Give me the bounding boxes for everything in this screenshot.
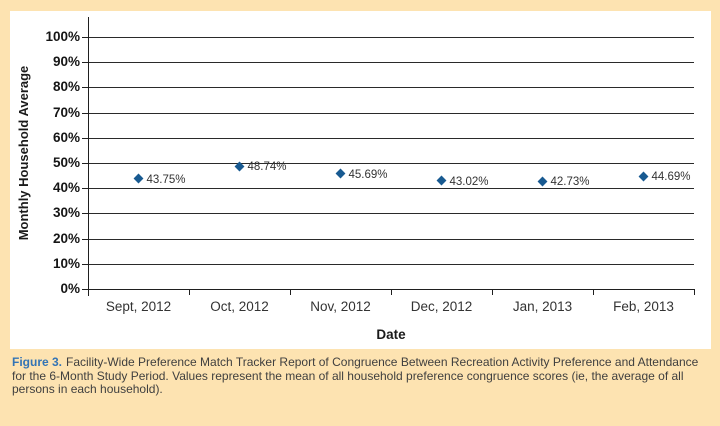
x-axis-tick [593, 289, 594, 295]
data-point-marker [335, 168, 346, 179]
caption-text: Facility-Wide Preference Match Tracker R… [66, 355, 699, 369]
x-axis-tick [694, 289, 695, 295]
figure-caption: Figure 3. Facility-Wide Preference Match … [12, 355, 714, 397]
gridline [88, 213, 694, 215]
data-point-label: 44.69% [651, 171, 691, 184]
x-axis-title: Date [376, 327, 406, 342]
y-tick-label: 50% [52, 155, 80, 170]
y-axis-tick [82, 289, 88, 290]
y-axis-tick [82, 87, 88, 89]
y-axis-tick [82, 263, 88, 265]
gridline [88, 188, 694, 190]
x-axis-tick [88, 289, 89, 295]
y-tick-label: 10% [52, 255, 80, 271]
y-axis-tick [82, 213, 88, 215]
y-tick-label: 90% [52, 54, 80, 70]
data-point-label: 48.74% [247, 161, 287, 174]
data-point-label: 42.73% [550, 176, 590, 189]
y-tick-label: 20% [52, 230, 80, 246]
y-tick-label: 60% [52, 129, 80, 145]
caption-line: Figure 3. Facility-Wide Preference Match … [12, 355, 714, 370]
y-tick-label: 80% [52, 79, 80, 95]
x-axis-tick [492, 289, 493, 295]
y-tick-label: 30% [52, 205, 80, 221]
y-axis-tick [82, 188, 88, 190]
figure-number-label: Figure 3. [12, 355, 63, 369]
x-tick-label: Nov, 2012 [310, 299, 371, 314]
data-point-label: 43.75% [146, 173, 186, 186]
x-tick-label: Sept, 2012 [105, 299, 172, 314]
gridline [88, 263, 694, 265]
gridline [88, 238, 694, 240]
x-axis-tick [290, 289, 291, 295]
y-axis-line [88, 17, 89, 296]
y-tick-label: 70% [52, 104, 80, 120]
y-tick-label: 0% [60, 281, 80, 296]
y-tick-label: 100% [45, 29, 80, 44]
data-point-label: 43.02% [449, 175, 489, 188]
gridline [88, 37, 694, 38]
x-axis-tick [391, 289, 392, 295]
x-axis-tick [189, 289, 190, 295]
y-tick-label: 40% [52, 180, 80, 196]
y-axis-tick [82, 163, 88, 164]
y-axis-tick [82, 112, 88, 114]
chart-panel [10, 11, 711, 349]
data-point-marker [638, 171, 649, 182]
gridline [88, 87, 694, 89]
gridline [88, 62, 694, 64]
x-tick-label: Dec, 2012 [410, 299, 473, 314]
gridline [88, 137, 694, 139]
data-point-marker [537, 176, 548, 187]
x-tick-label: Feb, 2013 [613, 299, 674, 314]
y-axis-tick [82, 238, 88, 240]
data-point-marker [436, 175, 447, 186]
caption-line: for the 6-Month Study Period. Values rep… [12, 368, 684, 383]
caption-line: persons in each household). [12, 382, 163, 397]
gridline [88, 163, 694, 164]
x-tick-label: Oct, 2012 [210, 299, 269, 314]
gridline [88, 112, 694, 114]
y-axis-tick [82, 137, 88, 139]
y-axis-tick [82, 62, 88, 64]
data-point-label: 45.69% [348, 168, 388, 181]
data-point-marker [133, 173, 144, 184]
x-tick-label: Jan, 2013 [512, 299, 573, 314]
y-axis-tick [82, 37, 88, 38]
